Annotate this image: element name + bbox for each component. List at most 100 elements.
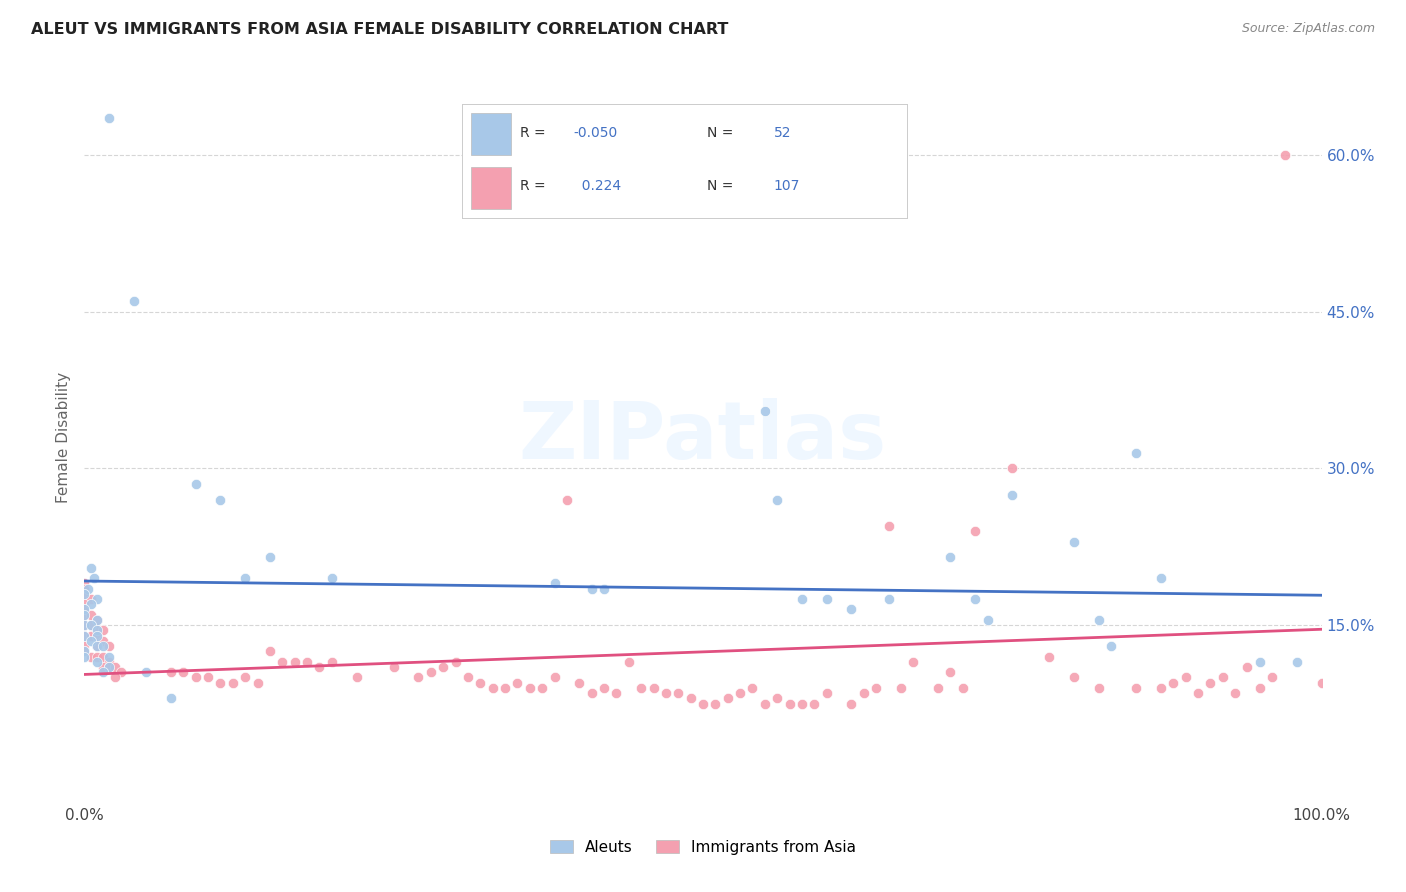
Point — [432, 660, 454, 674]
Point — [86, 639, 108, 653]
Point — [1063, 670, 1085, 684]
Point — [104, 660, 127, 674]
Point — [543, 576, 565, 591]
Point — [73, 607, 96, 622]
Point — [939, 665, 962, 680]
Point — [91, 624, 114, 638]
Point — [122, 294, 145, 309]
Point — [766, 691, 789, 706]
Point — [976, 613, 998, 627]
Point — [494, 681, 516, 695]
Point — [568, 675, 591, 690]
Point — [86, 655, 108, 669]
Point — [1249, 681, 1271, 695]
Point — [73, 644, 96, 658]
Point — [246, 675, 269, 690]
Point — [79, 629, 101, 643]
Point — [1212, 670, 1234, 684]
Text: Source: ZipAtlas.com: Source: ZipAtlas.com — [1241, 22, 1375, 36]
Point — [679, 691, 702, 706]
Point — [1187, 686, 1209, 700]
Point — [1001, 487, 1024, 501]
Point — [655, 686, 678, 700]
Point — [184, 670, 207, 684]
Point — [877, 592, 900, 607]
Point — [605, 686, 627, 700]
Point — [98, 112, 121, 126]
Point — [779, 697, 801, 711]
Point — [543, 670, 565, 684]
Point — [86, 639, 108, 653]
Point — [1223, 686, 1246, 700]
Point — [259, 550, 281, 565]
Point — [1099, 639, 1122, 653]
Point — [444, 655, 467, 669]
Point — [98, 639, 121, 653]
Point — [73, 649, 96, 664]
Point — [506, 675, 529, 690]
Point — [952, 681, 974, 695]
Point — [172, 665, 194, 680]
Point — [1310, 675, 1333, 690]
Point — [86, 624, 108, 638]
Point — [927, 681, 949, 695]
Point — [86, 613, 108, 627]
Point — [457, 670, 479, 684]
Point — [877, 519, 900, 533]
Point — [1001, 461, 1024, 475]
Point — [1088, 681, 1111, 695]
Point — [531, 681, 554, 695]
Point — [1125, 446, 1147, 460]
Point — [73, 639, 96, 653]
Point — [852, 686, 875, 700]
Point — [135, 665, 157, 680]
Point — [704, 697, 727, 711]
Point — [160, 665, 183, 680]
Point — [209, 492, 232, 507]
Point — [73, 576, 96, 591]
Point — [1063, 534, 1085, 549]
Text: ALEUT VS IMMIGRANTS FROM ASIA FEMALE DISABILITY CORRELATION CHART: ALEUT VS IMMIGRANTS FROM ASIA FEMALE DIS… — [31, 22, 728, 37]
Point — [581, 686, 603, 700]
Point — [903, 655, 925, 669]
Point — [754, 697, 776, 711]
Point — [1236, 660, 1258, 674]
Point — [1038, 649, 1060, 664]
Point — [98, 660, 121, 674]
Point — [77, 582, 100, 596]
Point — [91, 665, 114, 680]
Point — [321, 655, 343, 669]
Point — [86, 629, 108, 643]
Point — [841, 602, 863, 616]
Point — [1261, 670, 1284, 684]
Point — [1088, 613, 1111, 627]
Point — [98, 660, 121, 674]
Point — [73, 597, 96, 611]
Point — [79, 633, 101, 648]
Point — [308, 660, 330, 674]
Point — [865, 681, 887, 695]
Point — [73, 607, 96, 622]
Point — [73, 582, 96, 596]
Point — [86, 592, 108, 607]
Point — [83, 571, 105, 585]
Point — [1150, 681, 1173, 695]
Point — [86, 613, 108, 627]
Point — [73, 618, 96, 632]
Point — [593, 681, 616, 695]
Point — [890, 681, 912, 695]
Point — [79, 649, 101, 664]
Point — [717, 691, 740, 706]
Point — [481, 681, 503, 695]
Point — [1150, 571, 1173, 585]
Point — [382, 660, 405, 674]
Point — [1274, 148, 1296, 162]
Legend: Aleuts, Immigrants from Asia: Aleuts, Immigrants from Asia — [544, 834, 862, 861]
Point — [73, 644, 96, 658]
Point — [79, 618, 101, 632]
Point — [965, 524, 987, 538]
Point — [939, 550, 962, 565]
Point — [754, 404, 776, 418]
Point — [408, 670, 430, 684]
Point — [160, 691, 183, 706]
